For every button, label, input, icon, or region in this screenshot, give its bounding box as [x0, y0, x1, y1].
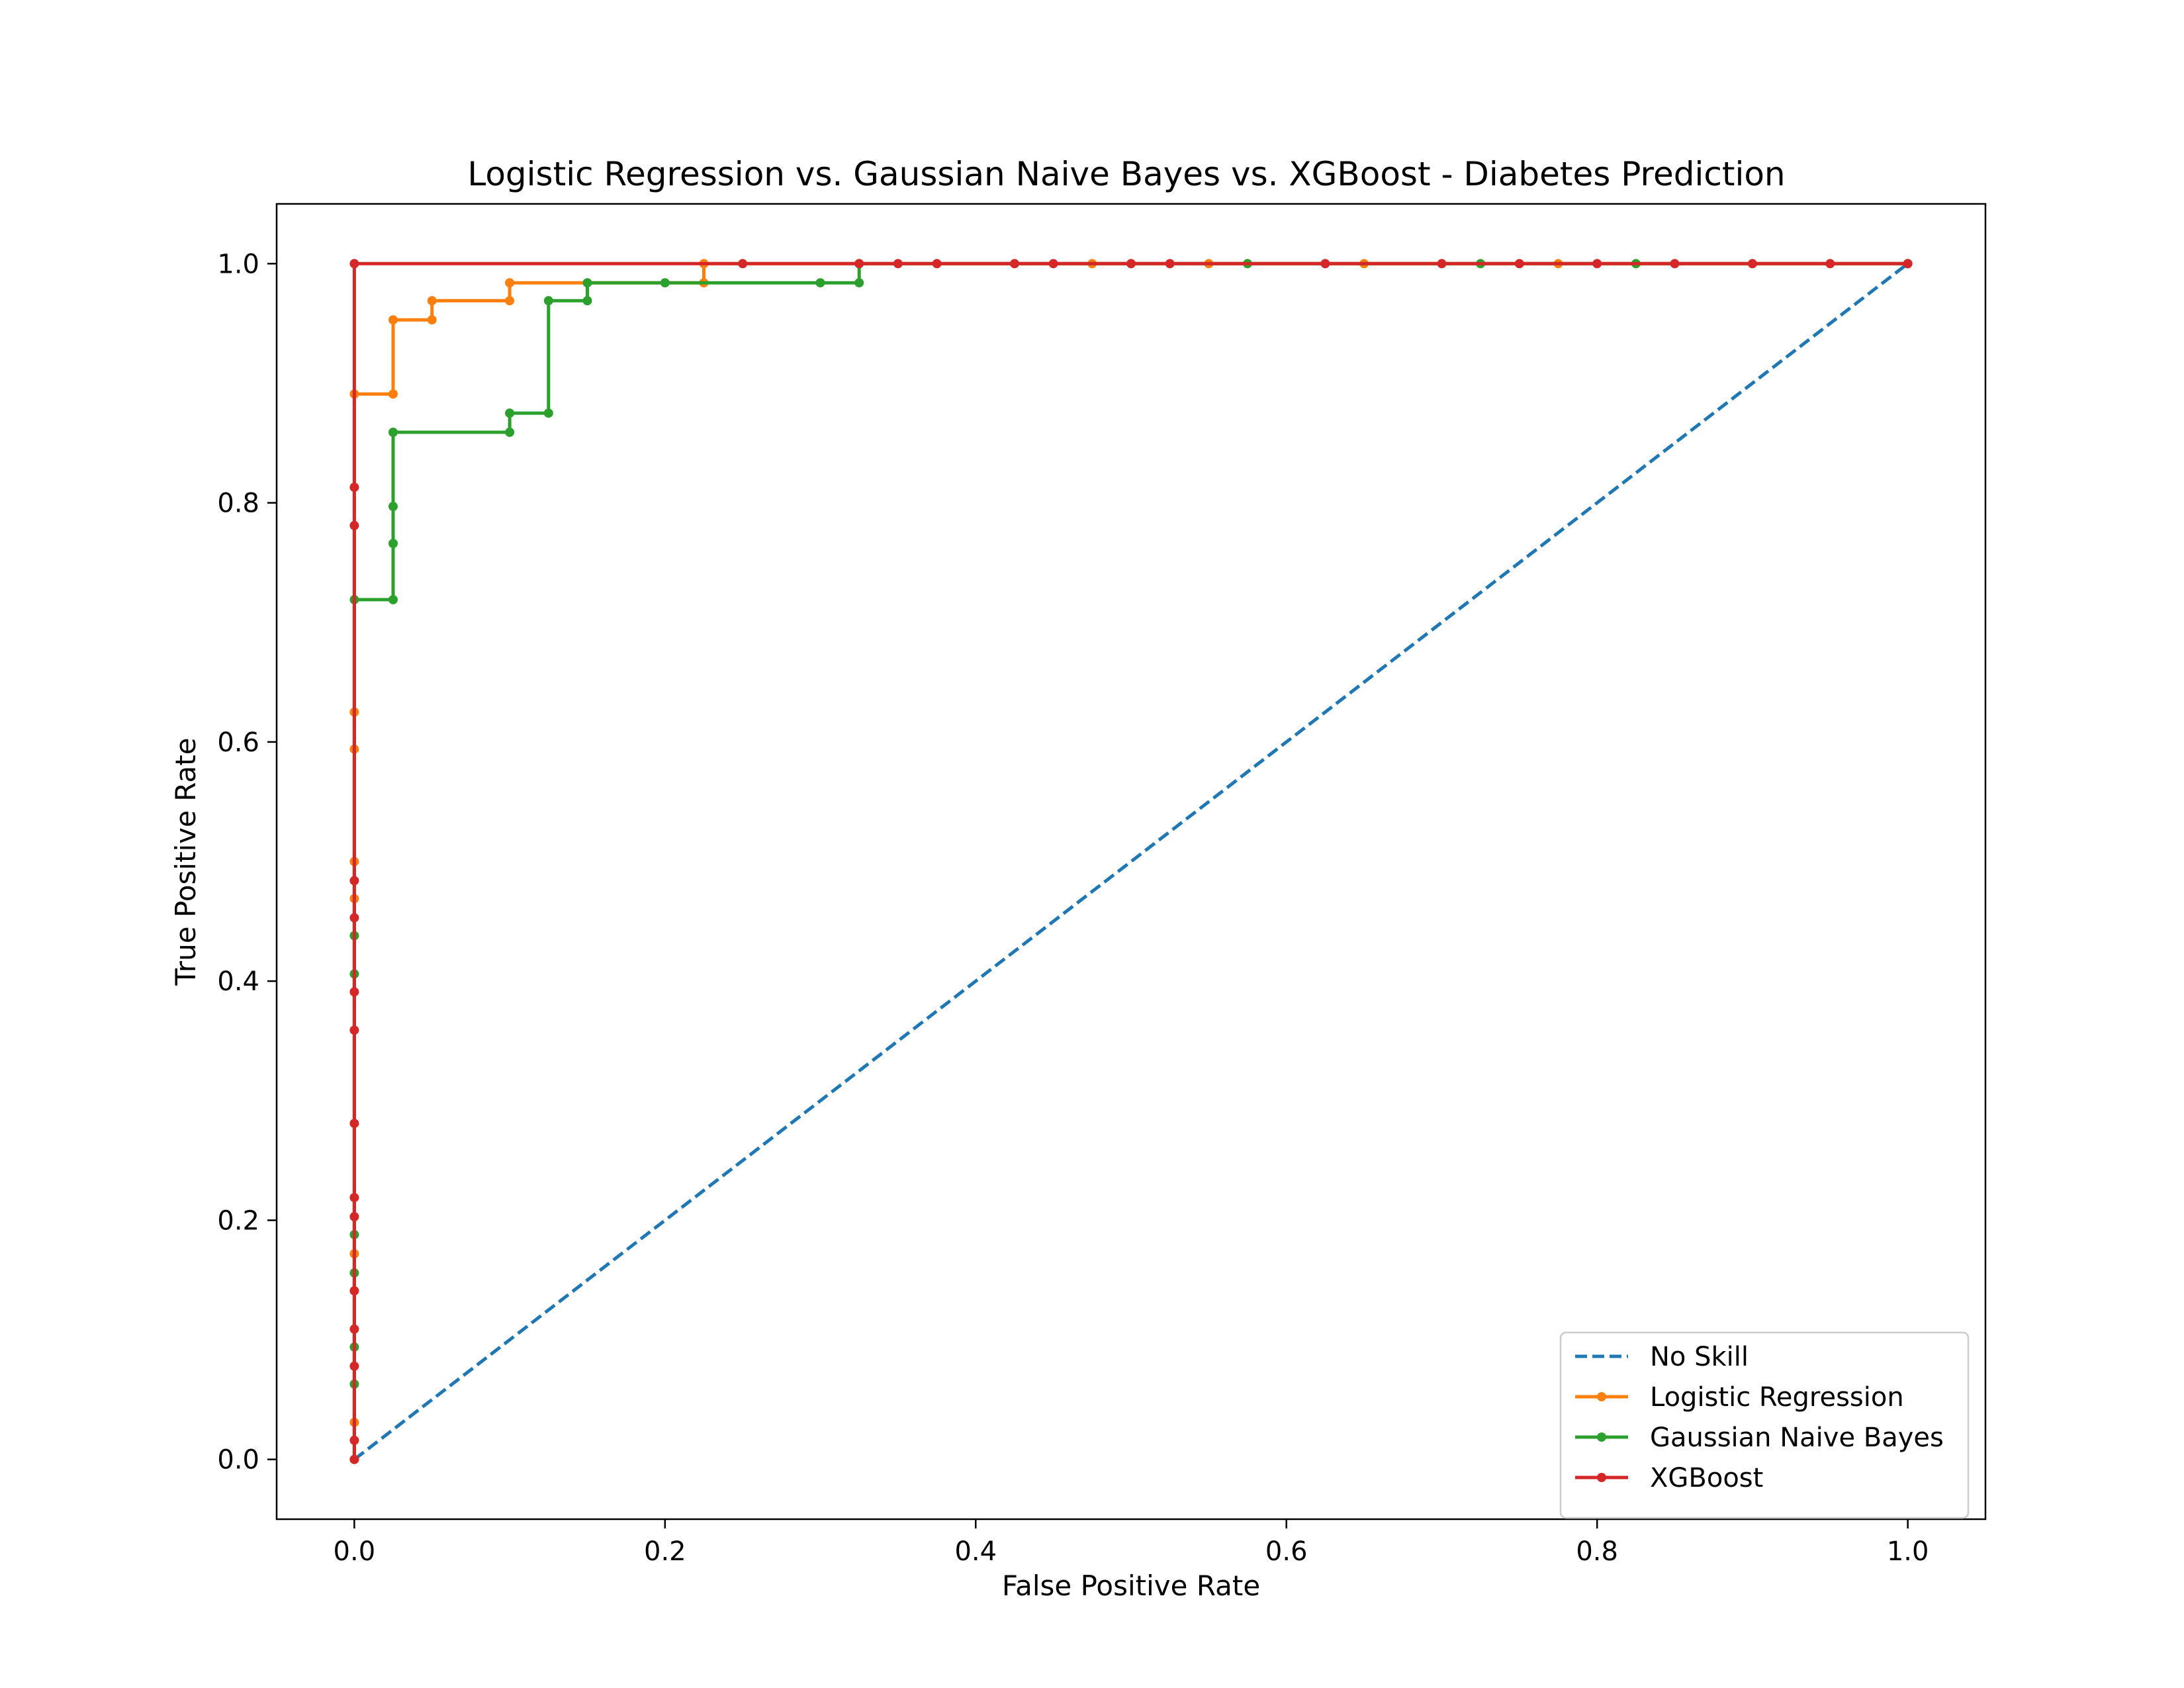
data-point: [815, 278, 825, 288]
series-no-skill: [353, 262, 1909, 1461]
y-axis: 0.0 0.2 0.4 0.6 0.8 1.0: [217, 249, 277, 1476]
data-point: [738, 259, 748, 269]
x-tick-label: 0.4: [954, 1536, 997, 1567]
legend-label: XGBoost: [1650, 1463, 1763, 1493]
y-tick-label: 0.4: [217, 966, 259, 997]
x-tick-label: 0.0: [334, 1536, 376, 1567]
data-point: [660, 278, 670, 288]
data-point: [1320, 259, 1330, 269]
series-line-no-skill: [353, 262, 1909, 1461]
data-point: [349, 1025, 359, 1035]
legend-item-logistic-regression: Logistic Regression: [1575, 1382, 1904, 1413]
series-xgboost: [349, 259, 1913, 1464]
data-point: [349, 259, 359, 269]
plot-frame: [275, 203, 1987, 1521]
data-point: [582, 278, 592, 288]
legend-item-gaussian-naive-bayes: Gaussian Naive Bayes: [1575, 1423, 1944, 1453]
data-point: [427, 315, 437, 325]
y-tick-label: 0.0: [217, 1445, 259, 1476]
y-tick-label: 0.6: [217, 727, 259, 758]
data-point: [893, 259, 903, 269]
plot-area: [349, 259, 1913, 1464]
data-point: [388, 389, 398, 399]
x-axis-label: False Positive Rate: [1002, 1570, 1260, 1602]
y-axis-label: True Positive Rate: [169, 737, 202, 986]
data-point: [388, 428, 398, 437]
data-point: [349, 876, 359, 886]
data-point: [349, 520, 359, 530]
legend-marker: [1597, 1432, 1606, 1442]
data-point: [427, 296, 437, 306]
legend-marker: [1597, 1473, 1606, 1482]
data-point: [1437, 259, 1447, 269]
data-point: [1747, 259, 1757, 269]
data-point: [388, 315, 398, 325]
chart-title: Logistic Regression vs. Gaussian Naive B…: [467, 155, 1785, 193]
data-point: [388, 594, 398, 604]
data-point: [543, 296, 553, 306]
legend-item-no-skill: No Skill: [1575, 1342, 1749, 1372]
data-point: [349, 1212, 359, 1221]
legend-label: Gaussian Naive Bayes: [1650, 1423, 1944, 1453]
data-point: [1126, 259, 1136, 269]
x-axis: 0.0 0.2 0.4 0.6 0.8 1.0: [334, 1519, 1929, 1567]
data-point: [543, 408, 553, 418]
legend-label: No Skill: [1650, 1342, 1749, 1372]
data-point: [582, 296, 592, 306]
data-point: [349, 1286, 359, 1295]
x-tick-label: 1.0: [1887, 1536, 1929, 1567]
data-point: [349, 987, 359, 997]
data-point: [505, 428, 515, 437]
data-point: [1514, 259, 1524, 269]
legend: No Skill Logistic Regression Gaussian Naiv…: [1559, 1331, 1970, 1519]
data-point: [388, 502, 398, 511]
data-point: [505, 278, 515, 288]
x-tick-label: 0.8: [1576, 1536, 1618, 1567]
x-tick-label: 0.6: [1265, 1536, 1308, 1567]
legend-marker: [1597, 1392, 1606, 1401]
data-point: [349, 1119, 359, 1129]
y-tick-label: 0.8: [217, 489, 259, 519]
legend-item-xgboost: XGBoost: [1575, 1463, 1763, 1493]
data-point: [349, 913, 359, 923]
data-point: [505, 296, 515, 306]
legend-box: [1559, 1331, 1970, 1519]
data-point: [1592, 259, 1602, 269]
data-point: [349, 483, 359, 492]
data-point: [1165, 259, 1175, 269]
y-tick-label: 1.0: [217, 249, 259, 279]
data-point: [349, 1435, 359, 1445]
data-point: [349, 1361, 359, 1371]
data-point: [349, 1324, 359, 1334]
data-point: [349, 1193, 359, 1203]
y-tick-label: 0.2: [217, 1205, 259, 1236]
data-point: [388, 539, 398, 548]
data-point: [1010, 259, 1019, 269]
data-point: [1048, 259, 1058, 269]
data-point: [932, 259, 942, 269]
legend-label: Logistic Regression: [1650, 1382, 1904, 1413]
data-point: [854, 278, 864, 288]
data-point: [1670, 259, 1680, 269]
data-point: [505, 408, 515, 418]
data-point: [1825, 259, 1835, 269]
data-point: [1903, 259, 1913, 269]
data-point: [349, 1454, 359, 1464]
data-point: [854, 259, 864, 269]
x-tick-label: 0.2: [644, 1536, 686, 1567]
